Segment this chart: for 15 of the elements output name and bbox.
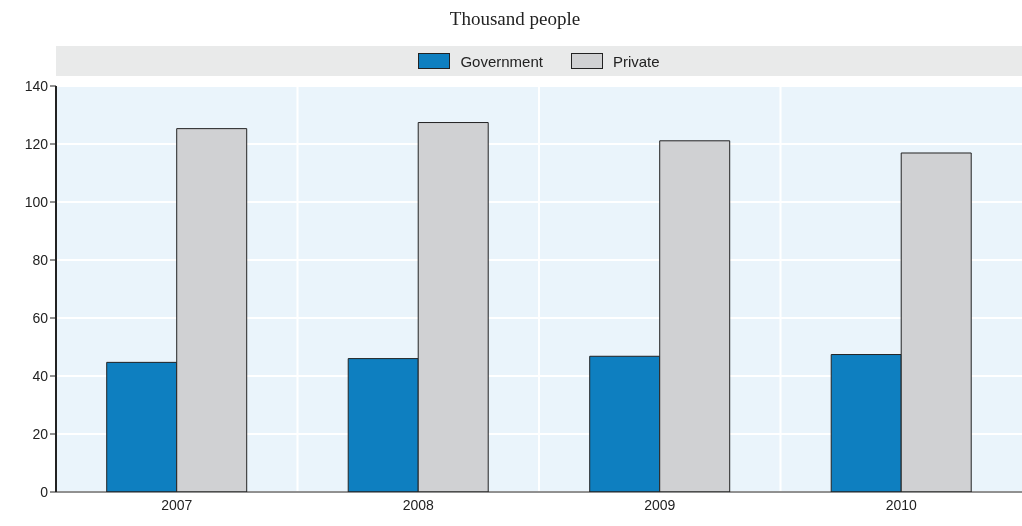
legend-label: Private <box>612 52 660 70</box>
y-tick-label: 0 <box>40 483 49 500</box>
legend-label: Government <box>460 52 543 70</box>
y-tick-label: 120 <box>24 135 49 152</box>
y-tick-label: 80 <box>32 251 49 268</box>
y-tick-label: 100 <box>24 193 49 210</box>
y-tick-label: 60 <box>32 309 49 326</box>
x-tick-label: 2007 <box>161 496 193 513</box>
x-tick-label: 2009 <box>644 496 676 513</box>
x-tick-label: 2010 <box>885 496 918 513</box>
y-tick-label: 20 <box>32 425 49 442</box>
y-tick-label: 40 <box>32 367 49 384</box>
x-tick-label: 2008 <box>402 496 435 513</box>
y-tick-label: 140 <box>24 77 49 94</box>
chart-subtitle: Thousand people <box>448 8 582 30</box>
